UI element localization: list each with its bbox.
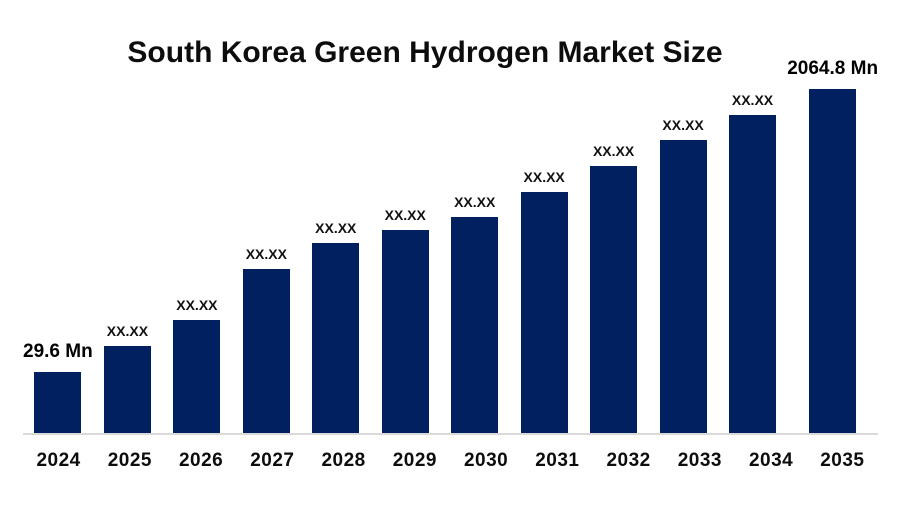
bar-column: XX.XX: [371, 206, 440, 433]
x-axis-label: 2025: [107, 450, 153, 471]
x-axis-label: 2024: [36, 450, 81, 471]
bar-column: XX.XX: [579, 142, 648, 433]
bar-column: XX.XX: [162, 296, 231, 433]
bar: [451, 217, 499, 433]
x-axis-label: 2030: [463, 450, 509, 471]
bar-value-label: XX.XX: [523, 168, 565, 185]
bar-column: 2064.8 Mn: [787, 58, 879, 433]
bar-column: XX.XX: [93, 322, 162, 433]
bar-column: XX.XX: [440, 193, 509, 433]
bar: [659, 140, 707, 433]
bar-column: 29.6 Mn: [23, 341, 93, 433]
bar-value-label: XX.XX: [245, 245, 287, 262]
bar-value-label: 2064.8 Mn: [787, 58, 879, 80]
bar: [729, 115, 776, 433]
x-axis-label: 2034: [748, 450, 794, 471]
bar-column: XX.XX: [648, 116, 717, 433]
bar: [103, 346, 151, 433]
bar-column: XX.XX: [718, 91, 787, 433]
bar: [34, 372, 82, 433]
bar: [242, 269, 290, 433]
bar: [381, 230, 429, 433]
bar: [809, 89, 857, 433]
bars-row: 29.6 Mn XX.XX XX.XX XX.XX XX.XX XX.XX XX.XX XX.…: [23, 58, 879, 433]
x-axis-label: 2029: [392, 450, 438, 471]
x-axis-label: 2028: [321, 450, 366, 471]
bar-value-label: XX.XX: [731, 91, 774, 108]
bar-column: XX.XX: [232, 245, 301, 433]
x-axis-line: [23, 433, 878, 435]
x-axis-label: 2027: [250, 450, 295, 471]
x-axis-label: 2026: [178, 450, 224, 471]
bar: [312, 243, 360, 433]
bar-value-label: XX.XX: [454, 193, 496, 210]
x-axis-label: 2032: [606, 450, 651, 471]
x-axis-label: 2035: [820, 450, 865, 471]
plot-area: 29.6 Mn XX.XX XX.XX XX.XX XX.XX XX.XX XX.XX XX.…: [23, 58, 879, 472]
chart-title: South Korea Green Hydrogen Market Size: [127, 36, 723, 69]
bar-column: XX.XX: [301, 219, 370, 433]
x-axis-label: 2033: [677, 450, 723, 471]
bar-column: XX.XX: [509, 168, 578, 433]
bar-value-label: 29.6 Mn: [23, 341, 93, 363]
bar-value-label: XX.XX: [662, 116, 704, 133]
bar-value-label: XX.XX: [106, 322, 149, 339]
x-axis-labels-row: 2024 2025 2026 2027 2028 2029 2030 2031 2032 2033…: [23, 450, 878, 472]
bar-value-label: XX.XX: [315, 219, 357, 236]
bar: [173, 320, 221, 433]
bar-value-label: XX.XX: [592, 142, 635, 159]
bar: [590, 166, 638, 433]
bar-value-label: XX.XX: [384, 206, 426, 223]
x-axis-label: 2031: [535, 450, 580, 471]
bar: [520, 192, 568, 433]
bar-value-label: XX.XX: [176, 296, 218, 313]
